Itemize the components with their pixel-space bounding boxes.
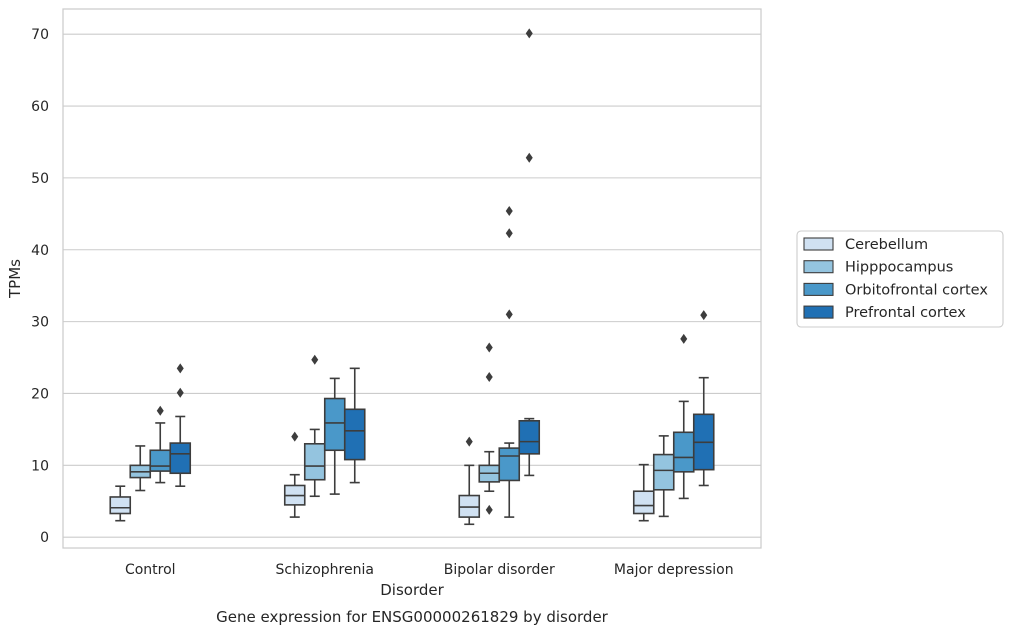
box-plots xyxy=(109,28,715,526)
y-tick-label: 60 xyxy=(31,99,49,115)
box xyxy=(498,447,521,482)
outlier-point xyxy=(176,387,184,398)
box-group xyxy=(283,431,306,518)
box xyxy=(518,419,541,455)
y-tick-label: 40 xyxy=(31,243,49,259)
x-tick-label: Schizophrenia xyxy=(276,562,374,578)
outlier-point xyxy=(291,431,299,442)
x-axis-label: Disorder xyxy=(380,581,444,599)
y-tick-label: 10 xyxy=(31,458,49,474)
y-tick-label: 50 xyxy=(31,171,49,187)
box-group xyxy=(632,463,655,522)
y-tick-label: 0 xyxy=(40,530,49,546)
box-group xyxy=(169,363,192,487)
legend-label: Orbitofrontal cortex xyxy=(845,282,988,298)
x-tick-label: Control xyxy=(125,562,176,578)
outlier-point xyxy=(311,354,319,365)
box-group xyxy=(323,377,346,495)
box xyxy=(632,490,655,515)
y-axis-label: TPMs xyxy=(6,259,24,299)
outlier-point xyxy=(680,333,688,344)
outlier-point xyxy=(525,28,533,39)
box-group xyxy=(129,445,152,492)
outlier-point xyxy=(485,371,493,382)
legend-swatch xyxy=(803,282,834,296)
legend-swatch xyxy=(803,260,834,274)
box-group xyxy=(109,485,132,522)
legend-swatch xyxy=(803,237,834,251)
outlier-point xyxy=(156,405,164,416)
x-axis-ticks: Control Schizophrenia Bipolar disorder Majo… xyxy=(125,562,734,578)
box-group xyxy=(458,436,481,526)
outlier-point xyxy=(505,309,513,320)
box-group xyxy=(149,405,172,484)
outlier-point xyxy=(485,504,493,515)
box-group xyxy=(652,435,675,518)
plot-area-frame xyxy=(62,8,762,549)
box-group xyxy=(303,354,326,498)
outlier-point xyxy=(525,152,533,163)
outlier-point xyxy=(485,342,493,353)
legend-label: Cerebellum xyxy=(845,237,928,253)
box xyxy=(323,397,346,452)
legend-swatch xyxy=(803,305,834,319)
y-tick-label: 20 xyxy=(31,386,49,402)
x-tick-label: Bipolar disorder xyxy=(444,562,555,578)
box-group xyxy=(672,333,695,500)
outlier-point xyxy=(176,363,184,374)
legend-label: Prefrontal cortex xyxy=(845,305,966,321)
box xyxy=(149,449,172,472)
box-group xyxy=(518,28,541,477)
box-group xyxy=(498,205,521,518)
box xyxy=(109,496,132,515)
outlier-point xyxy=(505,228,513,239)
outlier-point xyxy=(505,205,513,216)
box-group xyxy=(478,342,501,515)
y-axis-ticks: 0 10 20 30 40 50 60 70 xyxy=(31,27,49,546)
box xyxy=(672,431,695,473)
box-group xyxy=(343,367,366,484)
outlier-point xyxy=(465,436,473,447)
box-group xyxy=(692,310,715,487)
box xyxy=(303,442,326,481)
figure-caption: Gene expression for ENSG00000261829 by d… xyxy=(216,608,609,626)
x-tick-label: Major depression xyxy=(614,562,734,578)
y-tick-label: 70 xyxy=(31,27,49,43)
box xyxy=(343,408,366,461)
box xyxy=(169,442,192,475)
legend: Cerebellum Hipppocampus Orbitofrontal cort… xyxy=(796,230,1004,328)
outlier-point xyxy=(700,310,708,321)
legend-label: Hipppocampus xyxy=(845,260,953,276)
y-tick-label: 30 xyxy=(31,315,49,331)
legend-frame xyxy=(796,230,1004,328)
box xyxy=(652,453,675,491)
